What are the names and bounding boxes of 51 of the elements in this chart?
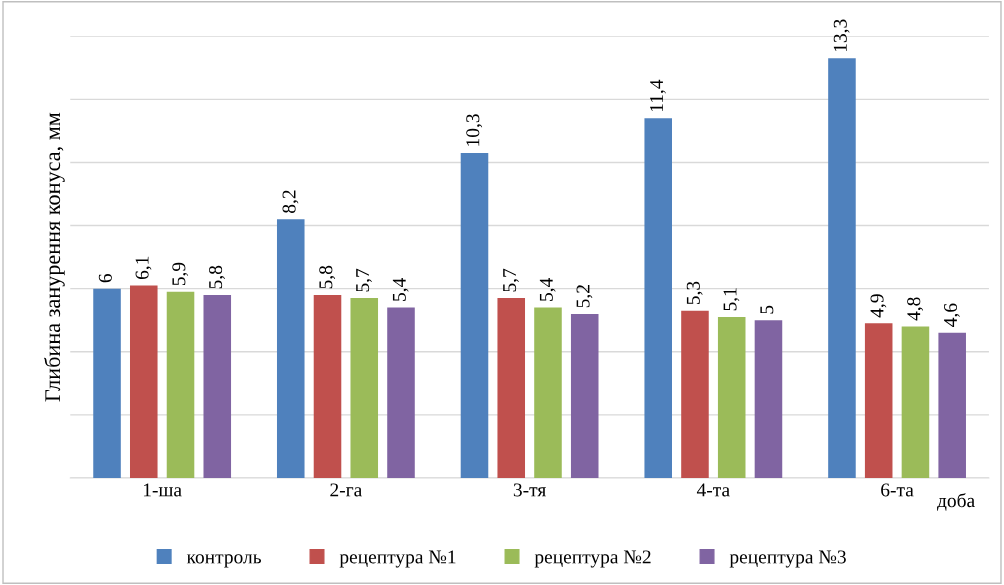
data-label: 5,9 bbox=[172, 262, 189, 286]
x-tick-label: 3-тя bbox=[513, 483, 546, 497]
bar bbox=[717, 317, 746, 478]
data-label: 13,3 bbox=[833, 19, 850, 52]
bar bbox=[276, 219, 305, 478]
data-label: 10,3 bbox=[466, 114, 483, 146]
data-label: 5,4 bbox=[539, 278, 556, 301]
legend-label: рецептура №2 bbox=[534, 550, 651, 568]
data-label: 5,3 bbox=[686, 281, 703, 305]
x-tick-label: 4-та bbox=[696, 483, 730, 497]
bar bbox=[828, 58, 856, 478]
x-axis-title: доба bbox=[937, 493, 975, 511]
data-label: 4,8 bbox=[907, 297, 924, 321]
legend-label: рецептура №1 bbox=[339, 550, 456, 568]
data-label: 5,7 bbox=[503, 268, 519, 292]
bar bbox=[681, 310, 709, 478]
data-label: 6,1 bbox=[135, 256, 152, 280]
x-tick-label: 6-та bbox=[881, 483, 914, 497]
data-label: 5,1 bbox=[723, 288, 740, 311]
bar bbox=[754, 320, 783, 478]
legend-label: контроль bbox=[186, 554, 261, 568]
bar bbox=[644, 118, 672, 478]
legend-label: рецептура №3 bbox=[729, 550, 846, 568]
bar bbox=[460, 153, 489, 478]
bar bbox=[129, 285, 158, 478]
data-label: 4,6 bbox=[943, 303, 960, 327]
bar bbox=[350, 298, 379, 478]
data-label: 11,4 bbox=[650, 79, 666, 112]
data-label: 5 bbox=[760, 305, 774, 314]
bar bbox=[203, 294, 232, 478]
data-label: 5,7 bbox=[356, 268, 372, 292]
x-tick-label: 1-ша bbox=[143, 483, 182, 497]
bar bbox=[313, 294, 342, 478]
data-label: 8,2 bbox=[282, 190, 299, 213]
data-label: 6 bbox=[98, 273, 112, 283]
data-label: 5,4 bbox=[392, 278, 409, 301]
data-label: 5,8 bbox=[319, 265, 336, 289]
bar bbox=[497, 298, 526, 478]
bar bbox=[864, 323, 893, 478]
bar bbox=[901, 326, 930, 478]
data-label: 5,8 bbox=[209, 265, 225, 289]
x-tick-label: 2-га bbox=[330, 483, 363, 497]
y-axis-title: Глибина занурення конуса, мм bbox=[44, 112, 65, 402]
data-label: 4,9 bbox=[870, 294, 887, 318]
bar bbox=[387, 307, 415, 478]
bar bbox=[534, 307, 562, 478]
bar bbox=[166, 291, 195, 478]
data-label: 5,2 bbox=[576, 285, 593, 308]
bar bbox=[570, 313, 599, 478]
bar bbox=[938, 332, 966, 478]
bar bbox=[93, 288, 121, 478]
